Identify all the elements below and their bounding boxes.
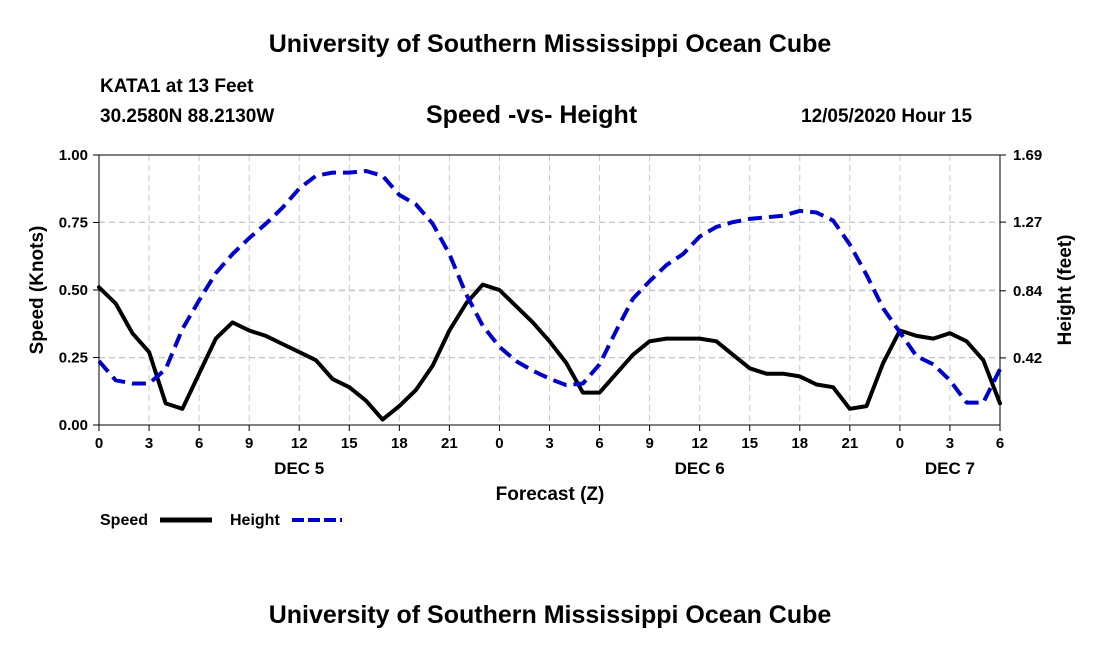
x-tick-label: 15 [741, 435, 758, 452]
legend-height-label: Height [230, 512, 280, 529]
y-axis-label: Speed (Knots) [27, 226, 48, 355]
footer-title: University of Southern Mississippi Ocean… [268, 601, 832, 629]
station-label: KATA1 at 13 Feet [100, 76, 254, 97]
x-tick-label: 6 [195, 435, 203, 452]
location-label: 30.2580N 88.2130W [100, 106, 275, 127]
series-line-height [97, 169, 1002, 405]
y-tick-label: 0.00 [59, 417, 88, 434]
x-tick-label: 3 [946, 435, 954, 452]
x-tick-label: 15 [341, 435, 358, 452]
y2-tick-label: 0.84 [1013, 283, 1043, 300]
y2-tick-label: 1.69 [1013, 147, 1042, 164]
plot-frame [98, 154, 1001, 426]
y2-tick-label: 1.27 [1013, 214, 1042, 231]
x-tick-label: 9 [245, 435, 253, 452]
y-tick-label: 1.00 [59, 147, 88, 164]
y-tick-label: 0.50 [59, 282, 88, 299]
axes: 0 3 6 9 12 15 18 21 0 3 6 9 12 15 18 21 0 3 6 DEC 5 DEC 6 DEC… [59, 147, 1043, 478]
x-tick-label: 12 [691, 435, 708, 452]
y2-tick-label: 0.42 [1013, 350, 1042, 367]
y-tick-label: 0.75 [59, 215, 88, 232]
grid [99, 155, 1000, 425]
x-tick-label: 12 [291, 435, 308, 452]
x-tick-label: 21 [841, 435, 858, 452]
series [97, 169, 1002, 422]
y-tick-label: 0.25 [59, 350, 88, 367]
timestamp-label: 12/05/2020 Hour 15 [801, 106, 973, 127]
x-tick-label: 9 [645, 435, 653, 452]
x-tick-label: 3 [545, 435, 553, 452]
x-axis-label: Forecast (Z) [496, 484, 605, 505]
x-tick-label: 18 [791, 435, 808, 452]
x-tick-label: 0 [95, 435, 103, 452]
date-label: DEC 6 [675, 459, 725, 478]
x-tick-label: 6 [996, 435, 1004, 452]
y2-axis-label: Height (feet) [1055, 235, 1076, 346]
x-tick-label: 6 [595, 435, 603, 452]
x-tick-label: 3 [145, 435, 153, 452]
legend-speed-label: Speed [100, 512, 148, 529]
x-tick-label: 0 [495, 435, 503, 452]
page-title: University of Southern Mississippi Ocean… [268, 30, 832, 58]
x-tick-label: 21 [441, 435, 458, 452]
series-line-speed [97, 282, 1002, 422]
x-tick-label: 0 [896, 435, 904, 452]
date-label: DEC 7 [925, 459, 975, 478]
legend: Speed Height [100, 512, 342, 529]
date-label: DEC 5 [274, 459, 324, 478]
chart-title: Speed -vs- Height [426, 101, 638, 129]
x-tick-label: 18 [391, 435, 408, 452]
